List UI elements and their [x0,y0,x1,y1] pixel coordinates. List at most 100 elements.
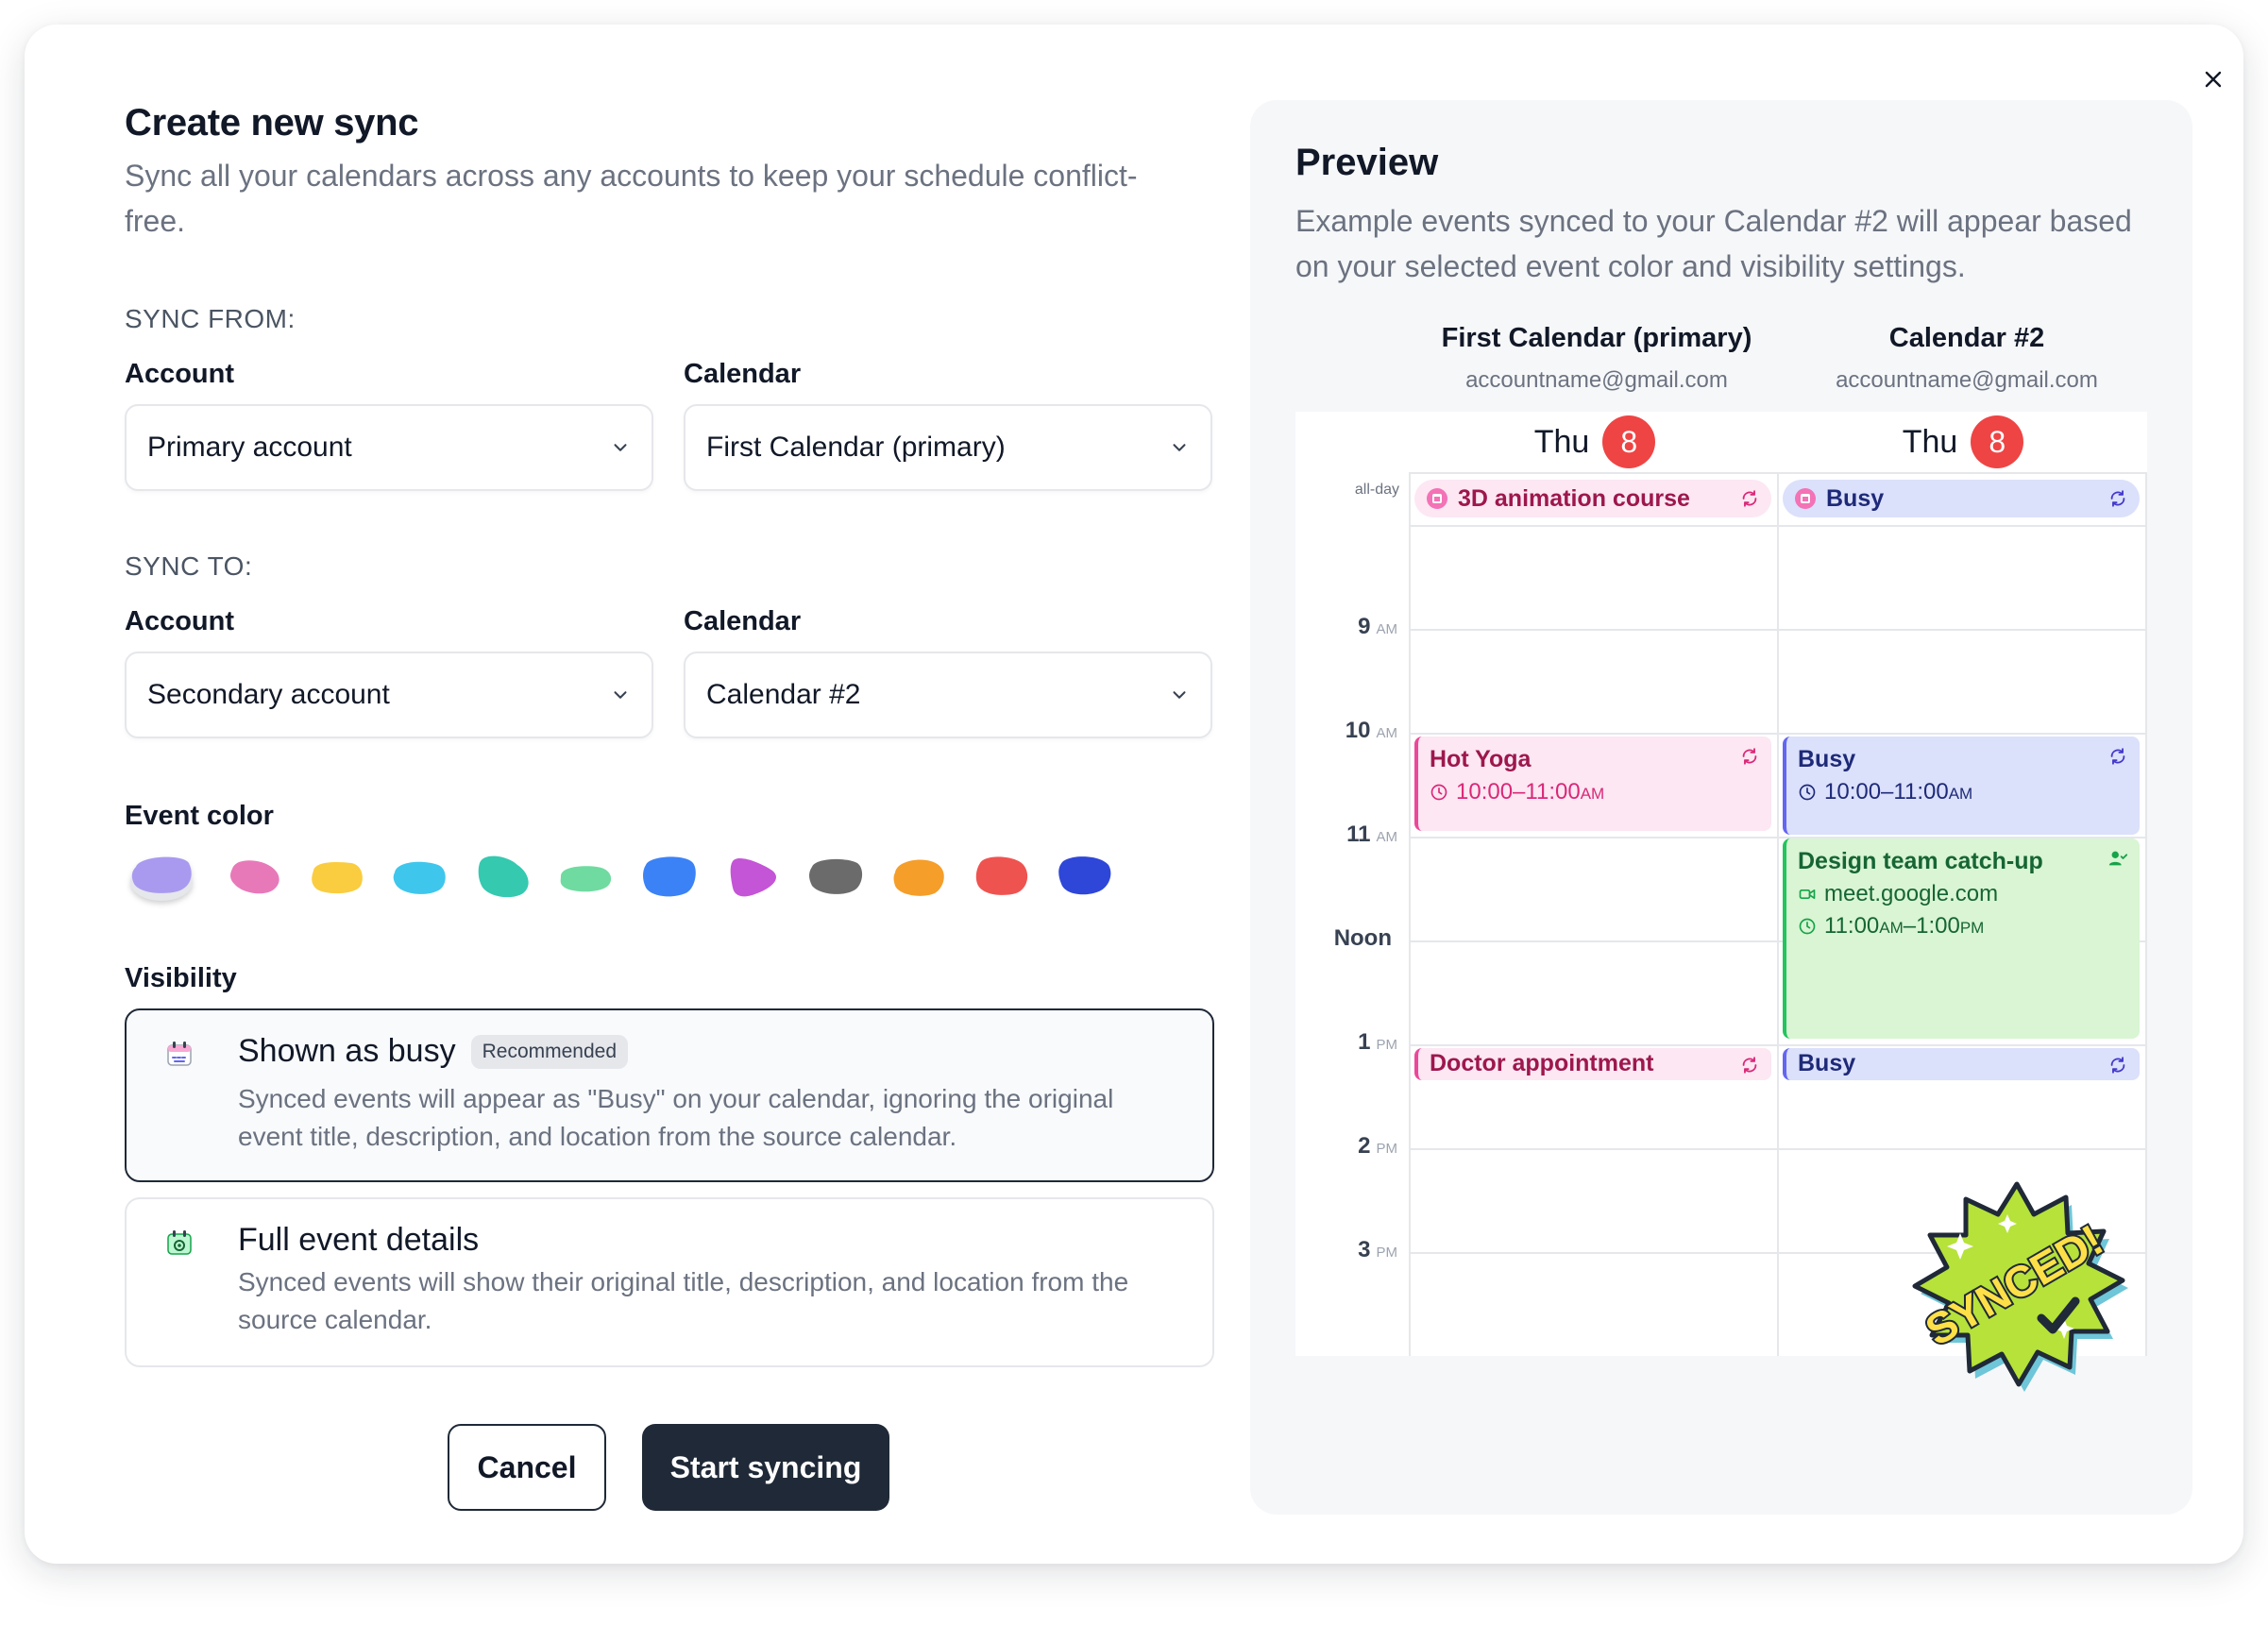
swatch-blob [809,858,863,894]
swatch-blob [131,856,192,893]
grid-line [1411,1252,2147,1254]
grid-column-line [1409,472,1411,1356]
source-calendar-name: First Calendar (primary) [1441,323,1752,353]
visibility-option-busy[interactable]: Shown as busy Recommended Synced events … [125,1008,1214,1182]
event-title: Hot Yoga [1430,746,1532,772]
video-icon [1799,889,1816,899]
event-doctor-appointment[interactable]: Doctor appointment [1414,1048,1771,1080]
event-time: 10:00–11:00AM [1798,779,2128,805]
sync-to-account-select[interactable]: Secondary account [125,652,653,738]
color-swatch-pink[interactable] [227,850,285,903]
event-title: Busy [1826,484,1885,512]
sync-from-account-value: Primary account [147,432,352,463]
source-day-number: 8 [1602,415,1656,468]
sync-icon [2110,748,2125,765]
color-swatch-yellow[interactable] [308,850,366,903]
grid-line [1411,837,2147,838]
visibility-full-description: Synced events will show their original t… [238,1267,1129,1334]
details-calendar-icon [167,1230,192,1255]
visibility-busy-description: Synced events will appear as "Busy" on y… [238,1084,1114,1151]
dialog-title: Create new sync [125,102,419,144]
event-busy-all-day[interactable]: Busy [1783,480,2140,517]
sync-from-account-select[interactable]: Primary account [125,404,653,491]
event-color-label: Event color [125,801,274,831]
time-label-11am: 11 AM [1346,821,1397,847]
source-day-name: Thu [1533,423,1590,460]
color-swatch-red[interactable] [973,850,1031,903]
recommended-badge: Recommended [470,1034,628,1069]
event-time: 11:00AM–1:00PM [1798,913,2128,940]
event-hot-yoga[interactable]: Hot Yoga 10:00–11:00AM [1414,737,1771,831]
event-color-picker [125,850,1214,916]
source-calendar-email: accountname@gmail.com [1465,367,1728,393]
grid-column-line [2145,472,2147,1356]
calendar-grid: Thu 8 Thu 8 all-day 9 AM 10 AM 11 AM Noon [1295,412,2147,1356]
time-label-noon: Noon [1333,925,1392,951]
target-calendar-email: accountname@gmail.com [1836,367,2098,393]
sync-from-label: SYNC FROM: [125,304,296,333]
color-swatch-lavender[interactable] [128,850,195,903]
color-swatch-indigo[interactable] [1056,850,1114,903]
sync-icon [1742,1057,1757,1074]
visibility-option-full[interactable]: Full event details Synced events will sh… [125,1197,1214,1367]
grid-line [1411,1148,2147,1150]
preview-title: Preview [1295,142,1439,183]
event-title: Busy [1798,1050,1856,1076]
chevron-down-icon [614,691,627,699]
event-busy-1pm[interactable]: Busy [1783,1048,2140,1080]
chevron-down-icon [1173,691,1186,699]
sync-icon [2110,490,2125,507]
grid-line [1411,525,2147,527]
swatch-blob [230,860,279,894]
create-sync-dialog: Create new sync Sync all your calendars … [25,25,2243,1564]
sync-from-calendar-select[interactable]: First Calendar (primary) [684,404,1212,491]
event-3d-animation-course[interactable]: 3D animation course [1414,480,1771,517]
sync-to-calendar-select[interactable]: Calendar #2 [684,652,1212,738]
grid-line [1411,629,2147,631]
close-icon [2205,71,2222,88]
sync-to-label: SYNC TO: [125,551,253,581]
start-syncing-button[interactable]: Start syncing [642,1424,889,1511]
color-swatch-magenta[interactable] [723,850,782,903]
swatch-blob [893,859,944,896]
time-label-10am: 10 AM [1345,718,1397,743]
swatch-blob [643,856,696,897]
sync-form: Create new sync Sync all your calendars … [125,96,1214,1367]
chevron-down-icon [614,444,627,451]
visibility-label: Visibility [125,963,237,993]
color-swatch-orange[interactable] [889,850,948,903]
all-day-label: all-day [1354,482,1399,498]
event-busy-10am[interactable]: Busy 10:00–11:00AM [1783,737,2140,835]
color-swatch-sky[interactable] [391,850,449,903]
time-label-2pm: 2 PM [1358,1133,1397,1159]
color-swatch-mint[interactable] [557,850,616,903]
clock-icon [1799,918,1816,935]
cancel-button[interactable]: Cancel [448,1424,606,1511]
color-swatch-blue[interactable] [640,850,699,903]
dialog-subtitle: Sync all your calendars across any accou… [125,159,1138,238]
color-swatch-teal[interactable] [474,850,533,903]
event-design-team-catch-up[interactable]: Design team catch-up meet.google.com 11:… [1783,838,2140,1039]
target-day-name: Thu [1902,423,1958,460]
close-button[interactable] [2194,60,2232,98]
sync-to-account-value: Secondary account [147,679,390,710]
time-label-3pm: 3 PM [1358,1237,1397,1262]
color-swatch-gray[interactable] [806,850,865,903]
grid-line [1411,940,2147,942]
source-calendar-header: First Calendar (primary) accountname@gma… [1413,323,1781,394]
person-check-icon [2108,851,2128,866]
sync-icon [1742,748,1757,765]
swatch-blob [393,861,446,894]
calendar-tag-icon [1427,488,1447,509]
grid-line [1411,733,2147,735]
chevron-down-icon [1173,444,1186,451]
event-title: 3D animation course [1458,484,1690,512]
visibility-full-title: Full event details [238,1222,480,1258]
grid-line [1411,472,2147,474]
source-day-header: Thu 8 [1411,412,1779,472]
event-link: meet.google.com [1798,881,2128,907]
preview-subtitle: Example events synced to your Calendar #… [1295,204,2132,283]
event-title: Design team catch-up [1798,848,2043,874]
sync-to-account-label: Account [125,606,234,636]
busy-calendar-icon [167,1042,192,1066]
